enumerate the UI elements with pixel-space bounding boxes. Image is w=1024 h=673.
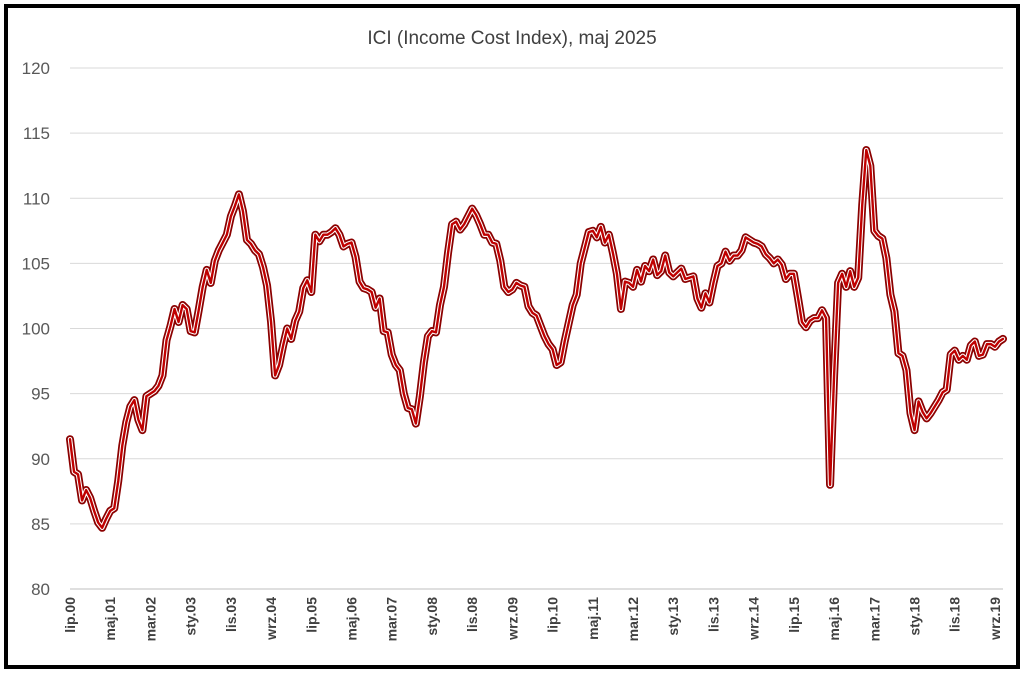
x-tick-label: lis.18 — [947, 597, 963, 632]
chart-title: ICI (Income Cost Index), maj 2025 — [367, 28, 656, 49]
y-axis: 80 85 90 95 100 105 110 115 120 — [22, 59, 50, 599]
x-tick-label: mar.12 — [625, 597, 641, 642]
x-tick-label: sty.03 — [183, 597, 199, 636]
y-tick-label: 90 — [31, 450, 50, 469]
x-tick-label: sty.18 — [907, 597, 923, 636]
x-tick-label: sty.08 — [424, 597, 440, 636]
x-tick-label: wrz.19 — [987, 597, 1003, 641]
x-tick-label: wrz.14 — [746, 597, 762, 641]
y-tick-label: 100 — [22, 320, 50, 339]
x-tick-label: wrz.09 — [504, 597, 520, 641]
y-tick-label: 110 — [23, 189, 50, 208]
x-tick-label: lip.10 — [545, 597, 561, 633]
x-tick-label: mar.17 — [866, 597, 882, 642]
series-layer — [66, 146, 1007, 532]
y-tick-label: 120 — [22, 59, 50, 78]
x-tick-label: lip.00 — [62, 597, 78, 633]
x-tick-label: maj.11 — [585, 597, 601, 640]
y-tick-label: 95 — [31, 385, 50, 404]
chart-frame — [4, 4, 1020, 669]
x-tick-label: maj.01 — [102, 597, 118, 641]
x-axis: lip.00 maj.01 mar.02 sty.03 lis.03 wrz.04 lip.… — [62, 597, 1003, 642]
y-tick-label: 80 — [31, 580, 50, 599]
x-tick-label: maj.16 — [826, 597, 842, 641]
gridlines — [70, 67, 1003, 590]
x-tick-label: lis.13 — [705, 597, 721, 632]
y-tick-label: 115 — [23, 124, 50, 143]
x-tick-label: sty.13 — [665, 597, 681, 636]
x-tick-label: mar.02 — [142, 597, 158, 642]
y-tick-label: 85 — [31, 515, 50, 534]
x-tick-label: lip.15 — [786, 597, 802, 633]
x-tick-label: maj.06 — [344, 597, 360, 641]
x-tick-label: lip.05 — [303, 597, 319, 633]
x-tick-label: lis.08 — [464, 597, 480, 632]
series-line — [68, 148, 1005, 529]
y-tick-label: 105 — [22, 254, 50, 273]
x-tick-label: lis.03 — [223, 597, 239, 632]
x-tick-label: wrz.04 — [263, 597, 279, 641]
x-tick-label: mar.07 — [384, 597, 400, 642]
